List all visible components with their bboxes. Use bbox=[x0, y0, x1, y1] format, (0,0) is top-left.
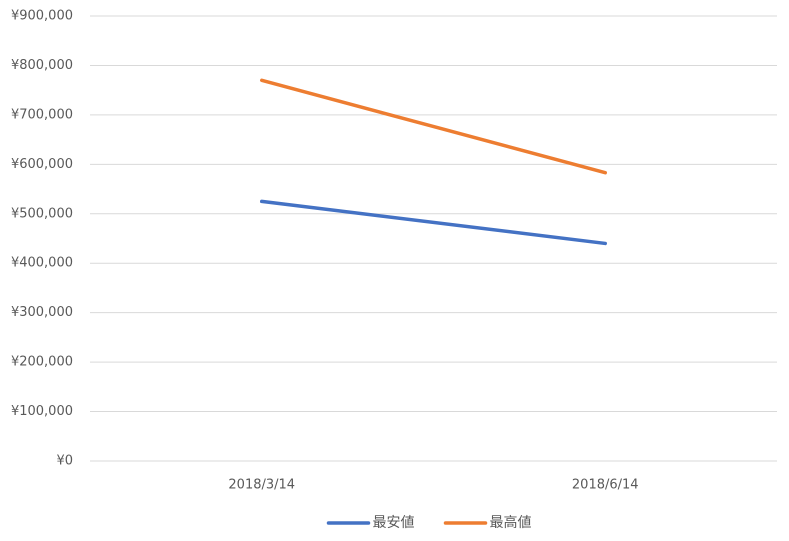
series-line bbox=[260, 199, 607, 246]
series-line bbox=[260, 78, 607, 175]
y-tick-label: ¥700,000 bbox=[11, 107, 73, 122]
y-tick-label: ¥0 bbox=[56, 454, 73, 469]
y-tick-label: ¥200,000 bbox=[11, 355, 73, 370]
x-tick-label: 2018/6/14 bbox=[572, 478, 639, 493]
legend-label: 最高値 bbox=[490, 514, 532, 531]
y-tick-label: ¥500,000 bbox=[11, 206, 73, 221]
y-tick-label: ¥800,000 bbox=[11, 58, 73, 73]
legend-label: 最安値 bbox=[373, 515, 415, 531]
y-tick-label: ¥100,000 bbox=[11, 404, 73, 419]
y-tick-label: ¥400,000 bbox=[11, 256, 73, 271]
y-tick-label: ¥300,000 bbox=[11, 305, 73, 320]
x-tick-label: 2018/3/14 bbox=[228, 478, 295, 493]
y-tick-label: ¥900,000 bbox=[11, 9, 73, 24]
y-tick-label: ¥600,000 bbox=[11, 157, 73, 172]
